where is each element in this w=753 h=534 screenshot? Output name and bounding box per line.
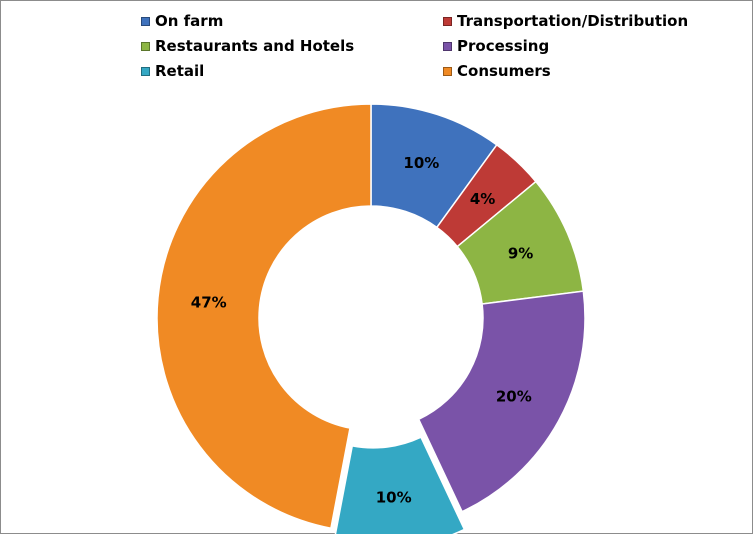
chart-legend: On farm Transportation/Distribution Rest… xyxy=(0,0,753,90)
legend-item-transportation: Transportation/Distribution xyxy=(443,12,688,30)
slice-processing xyxy=(417,290,586,513)
legend-label: On farm xyxy=(155,12,224,30)
legend-label: Consumers xyxy=(457,62,551,80)
legend-swatch xyxy=(141,66,150,76)
legend-swatch xyxy=(141,16,150,26)
legend-swatch xyxy=(443,41,452,51)
legend-swatch xyxy=(443,16,452,26)
data-label-consumers: 47% xyxy=(191,294,227,312)
legend-item-on-farm: On farm xyxy=(141,12,223,30)
legend-swatch xyxy=(443,66,452,76)
data-label-on-farm: 10% xyxy=(403,154,439,172)
legend-label: Retail xyxy=(155,62,205,80)
legend-item-processing: Processing xyxy=(443,37,549,55)
legend-item-retail: Retail xyxy=(141,62,204,80)
legend-swatch xyxy=(141,41,150,51)
data-label-processing: 20% xyxy=(496,388,532,406)
data-label-transportation-distribution: 4% xyxy=(470,190,495,208)
slice-consumers xyxy=(156,103,372,530)
legend-label: Processing xyxy=(457,37,550,55)
slice-retail xyxy=(334,436,466,534)
data-label-retail: 10% xyxy=(376,489,412,507)
data-label-restaurants-and-hotels: 9% xyxy=(508,244,533,262)
legend-item-restaurants: Restaurants and Hotels xyxy=(141,37,354,55)
legend-item-consumers: Consumers xyxy=(443,62,551,80)
legend-label: Transportation/Distribution xyxy=(457,12,689,30)
legend-label: Restaurants and Hotels xyxy=(155,37,355,55)
